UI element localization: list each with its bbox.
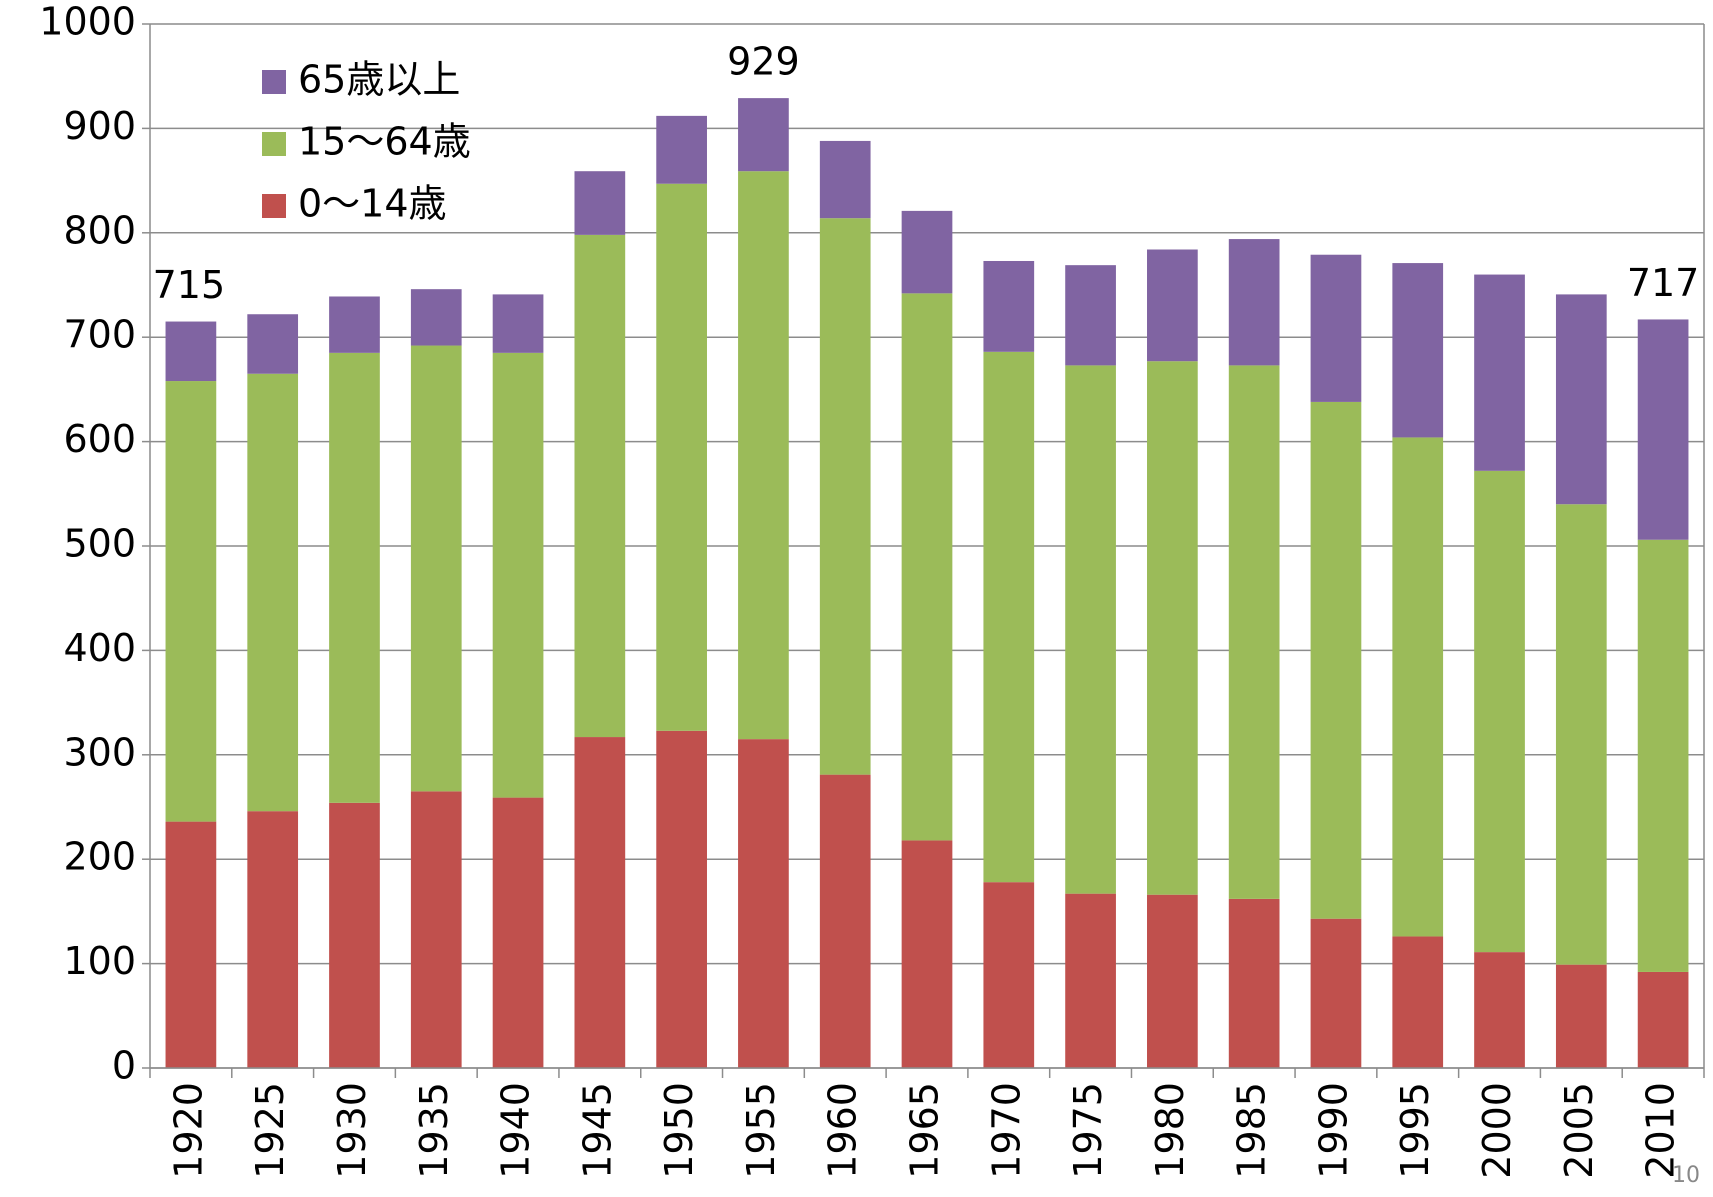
bar-segment <box>1147 894 1198 1068</box>
bar-segment <box>247 373 299 812</box>
x-tick-label: 1960 <box>821 1082 865 1179</box>
y-tick-label: 0 <box>112 1044 136 1088</box>
x-tick-label: 2000 <box>1475 1082 1519 1179</box>
x-tick-label: 1925 <box>248 1082 292 1179</box>
legend-swatch <box>262 70 286 94</box>
bar-segment <box>983 882 1035 1068</box>
x-tick-label: 2010 <box>1639 1082 1683 1179</box>
bar-segment <box>1065 893 1116 1068</box>
bar-segment <box>656 115 707 184</box>
data-label: 715 <box>153 263 226 307</box>
x-tick-label: 1935 <box>412 1082 456 1179</box>
x-tick-label: 1975 <box>1066 1082 1110 1179</box>
bar-segment <box>410 345 462 792</box>
x-tick-label: 1940 <box>494 1082 538 1179</box>
bar-segment <box>1147 249 1198 362</box>
bar-segment <box>1555 504 1607 965</box>
bar-segment <box>1392 936 1444 1068</box>
y-tick-label: 500 <box>63 522 136 566</box>
bar-segment <box>574 737 626 1068</box>
bar-segment <box>819 140 871 219</box>
bar-segment <box>574 171 626 235</box>
y-tick-label: 400 <box>63 626 136 670</box>
x-tick-label: 1920 <box>166 1082 210 1179</box>
x-tick-label: 1970 <box>984 1082 1028 1179</box>
y-tick-label: 900 <box>63 104 136 148</box>
bar-segment <box>1228 898 1280 1068</box>
bar-segment <box>329 802 380 1068</box>
bar-segment <box>329 296 380 353</box>
bar-segment <box>819 774 871 1068</box>
bar-segment <box>1147 361 1198 895</box>
data-label: 929 <box>727 40 800 84</box>
legend-label: 15～64歳 <box>298 120 471 164</box>
bar-segment <box>410 289 462 346</box>
bar-segment <box>1310 918 1362 1068</box>
x-tick-label: 1965 <box>903 1082 947 1179</box>
x-tick-label: 2005 <box>1557 1082 1601 1179</box>
legend-swatch <box>262 132 286 156</box>
y-tick-label: 100 <box>63 939 136 983</box>
legend-swatch <box>262 194 286 218</box>
bar-segment <box>329 352 380 803</box>
bar-segment <box>247 314 299 374</box>
bar-segment <box>1474 470 1525 953</box>
x-tick-label: 1995 <box>1393 1082 1437 1179</box>
page-number: 10 <box>1672 1163 1700 1188</box>
bar-segment <box>1310 254 1362 402</box>
bar-segment <box>1310 401 1362 919</box>
y-tick-label: 200 <box>63 835 136 879</box>
y-tick-label: 1000 <box>39 0 136 44</box>
bar-segment <box>165 381 217 822</box>
bar-segment <box>1637 971 1689 1068</box>
x-tick-label: 1950 <box>657 1082 701 1179</box>
x-tick-label: 1955 <box>739 1082 783 1179</box>
bar-segment <box>1065 265 1116 366</box>
x-tick-label: 1985 <box>1230 1082 1274 1179</box>
y-tick-label: 700 <box>63 313 136 357</box>
x-tick-label: 1945 <box>575 1082 619 1179</box>
legend-label: 0～14歳 <box>298 182 447 226</box>
bar-segment <box>165 821 217 1068</box>
bar-segment <box>819 218 871 775</box>
y-tick-label: 600 <box>63 417 136 461</box>
bar-segment <box>1228 239 1280 366</box>
bar-segment <box>1474 952 1525 1068</box>
x-tick-label: 1990 <box>1311 1082 1355 1179</box>
bar-segment <box>738 171 789 740</box>
bar-segment <box>901 210 953 294</box>
bar-segment <box>901 293 953 841</box>
bar-segment <box>1065 365 1116 894</box>
bar-segment <box>1392 437 1444 937</box>
x-tick-label: 1930 <box>330 1082 374 1179</box>
bar-segment <box>1637 539 1689 972</box>
bar-segment <box>1555 294 1607 505</box>
bar-segment <box>410 791 462 1068</box>
bar-segment <box>1637 319 1689 540</box>
bar-segment <box>1228 365 1280 899</box>
legend-label: 65歳以上 <box>298 58 460 102</box>
bar-segment <box>983 351 1035 883</box>
bar-segment <box>656 183 707 731</box>
bar-segment <box>738 98 789 172</box>
bar-segment <box>247 811 299 1068</box>
bar-segment <box>1474 274 1525 471</box>
y-tick-label: 800 <box>63 208 136 252</box>
bar-segment <box>656 730 707 1068</box>
bar-segment <box>165 321 217 382</box>
bar-segment <box>1392 263 1444 438</box>
bar-segment <box>901 840 953 1068</box>
bar-segment <box>574 234 626 738</box>
data-label: 717 <box>1627 261 1700 305</box>
bar-segment <box>492 797 544 1068</box>
x-tick-label: 1980 <box>1148 1082 1192 1179</box>
bar-segment <box>983 260 1035 352</box>
bar-segment <box>492 352 544 798</box>
y-tick-label: 300 <box>63 730 136 774</box>
bar-segment <box>738 739 789 1068</box>
bar-segment <box>1555 964 1607 1068</box>
bar-segment <box>492 294 544 353</box>
